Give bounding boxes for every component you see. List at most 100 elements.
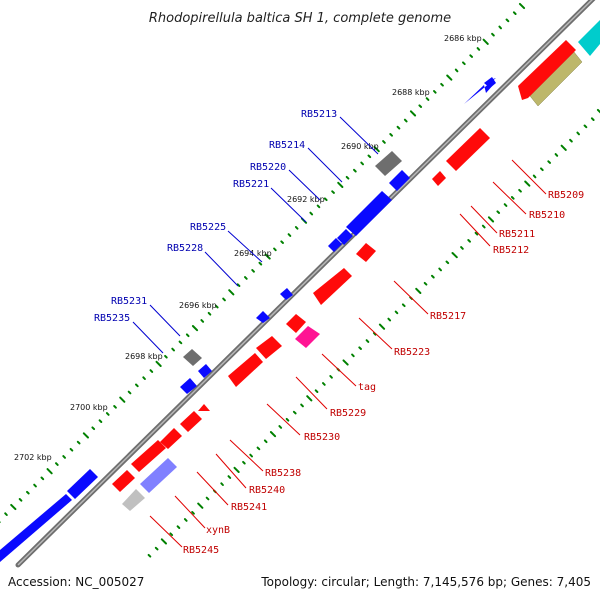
- gene-label-RB5211[interactable]: RB5211: [499, 229, 535, 240]
- gene-arrow-blue[interactable]: [328, 238, 342, 252]
- scale-tick: [322, 382, 326, 386]
- scale-tick: [176, 525, 181, 529]
- scale-tick: [155, 360, 162, 367]
- scale-label: 2692 kbp: [287, 195, 325, 204]
- gene-label-RB5231[interactable]: RB5231: [111, 296, 147, 307]
- scale-label: 2686 kbp: [444, 34, 482, 43]
- gene-arrow-blue[interactable]: [389, 170, 410, 191]
- gene-arrow-red[interactable]: [180, 411, 202, 432]
- scale-tick: [596, 108, 600, 114]
- gene-arrow-blue[interactable]: [280, 288, 293, 300]
- accession-text: Accession: NC_005027: [8, 575, 144, 589]
- scale-tick: [242, 460, 246, 465]
- scale-tick: [373, 146, 380, 153]
- gene-arrow-red[interactable]: [131, 440, 166, 472]
- scale-tick: [590, 117, 595, 121]
- scale-tick: [418, 104, 423, 108]
- scale-tick: [264, 253, 271, 260]
- scale-tick: [438, 267, 442, 272]
- scale-tick: [423, 281, 428, 286]
- scale-tick: [236, 283, 241, 287]
- scale-tick-rows: [0, 2, 600, 558]
- scale-tick: [425, 97, 430, 101]
- gene-arrow-lavender[interactable]: [140, 458, 177, 493]
- scale-tick: [69, 447, 74, 452]
- scale-tick: [228, 289, 235, 296]
- scale-tick: [512, 11, 517, 15]
- gene-arrow-blue[interactable]: [346, 191, 392, 236]
- gene-arrow-red[interactable]: [256, 336, 282, 359]
- gene-label-xynB[interactable]: xynB: [206, 525, 230, 536]
- gene-arrow-red[interactable]: [313, 268, 352, 305]
- scale-tick: [183, 518, 188, 522]
- gene-arrow-red[interactable]: [112, 470, 135, 492]
- gene-arrow-blue[interactable]: [484, 77, 496, 88]
- scale-tick: [147, 553, 152, 558]
- gene-label-RB5223[interactable]: RB5223: [394, 347, 430, 358]
- scale-tick: [18, 498, 23, 502]
- gene-label-RB5225[interactable]: RB5225: [190, 222, 226, 233]
- gene-label-RB5209[interactable]: RB5209: [548, 190, 584, 201]
- gene-arrow-red[interactable]: [198, 404, 210, 411]
- gene-label-RB5214[interactable]: RB5214: [269, 140, 305, 151]
- scale-tick: [433, 90, 437, 94]
- gene-arrow-blue[interactable]: [337, 229, 353, 245]
- topology-summary-text: Topology: circular; Length: 7,145,576 bp…: [260, 575, 591, 589]
- scale-tick: [4, 512, 8, 516]
- scale-tick: [287, 233, 292, 237]
- gene-arrow-blue[interactable]: [198, 364, 212, 378]
- scale-tick: [460, 246, 464, 250]
- scale-tick: [33, 483, 37, 488]
- gene-arrow-blue[interactable]: [180, 378, 197, 394]
- gene-arrow-red[interactable]: [228, 353, 263, 387]
- gene-arrow-blue[interactable]: [256, 311, 270, 323]
- scale-tick: [387, 317, 392, 322]
- scale-tick: [451, 252, 458, 259]
- gene-label-RB5210[interactable]: RB5210: [529, 210, 565, 221]
- scale-tick: [46, 468, 53, 475]
- scale-tick: [469, 54, 473, 58]
- gene-arrow-red[interactable]: [432, 171, 446, 186]
- scale-tick: [403, 118, 408, 123]
- gene-label-RB5241[interactable]: RB5241: [231, 502, 267, 513]
- gene-label-RB5212[interactable]: RB5212: [493, 245, 529, 256]
- gene-label-RB5213[interactable]: RB5213: [301, 109, 337, 120]
- scale-tick: [467, 239, 471, 243]
- map-title: Rhodopirellula baltica SH 1, complete ge…: [149, 11, 451, 26]
- scale-label: 2688 kbp: [392, 88, 430, 97]
- gene-arrow-red[interactable]: [356, 243, 376, 262]
- scale-tick: [197, 502, 204, 509]
- gene-arrow-grey[interactable]: [183, 349, 202, 366]
- gene-arrow-red[interactable]: [286, 314, 306, 333]
- gene-label-RB5235[interactable]: RB5235: [94, 313, 130, 324]
- scale-label: 2696 kbp: [179, 301, 217, 310]
- gene-label-RB5221[interactable]: RB5221: [233, 179, 269, 190]
- scale-tick: [345, 175, 350, 180]
- gene-label-RB5240[interactable]: RB5240: [249, 485, 285, 496]
- gene-arrow-grey[interactable]: [375, 151, 402, 176]
- gene-label-RB5238[interactable]: RB5238: [265, 468, 301, 479]
- scale-tick: [249, 453, 253, 458]
- scale-tick: [518, 2, 526, 10]
- gene-label-RB5230[interactable]: RB5230: [304, 432, 340, 443]
- gene-arrow-blue[interactable]: [0, 494, 72, 562]
- gene-arrow-pink[interactable]: [295, 326, 320, 348]
- scale-tick: [510, 196, 515, 200]
- scale-tick: [294, 226, 299, 230]
- scale-tick: [554, 153, 559, 157]
- scale-tick: [200, 319, 205, 323]
- gene-arrow-blue[interactable]: [67, 469, 98, 499]
- gene-label-tag[interactable]: tag: [358, 382, 376, 393]
- scale-tick: [476, 47, 481, 51]
- gene-label-RB5228[interactable]: RB5228: [167, 243, 203, 254]
- gene-label-RB5217[interactable]: RB5217: [430, 311, 466, 322]
- gene-arrow-lightgrey[interactable]: [122, 489, 145, 511]
- gene-arrow-red[interactable]: [160, 428, 182, 449]
- scale-tick: [244, 276, 248, 280]
- gene-arrow-red[interactable]: [446, 128, 490, 171]
- gene-label-RB5245[interactable]: RB5245: [183, 545, 219, 556]
- scale-tick: [222, 297, 226, 302]
- gene-label-RB5220[interactable]: RB5220: [250, 162, 286, 173]
- gene-label-RB5229[interactable]: RB5229: [330, 408, 366, 419]
- scale-tick: [462, 61, 466, 66]
